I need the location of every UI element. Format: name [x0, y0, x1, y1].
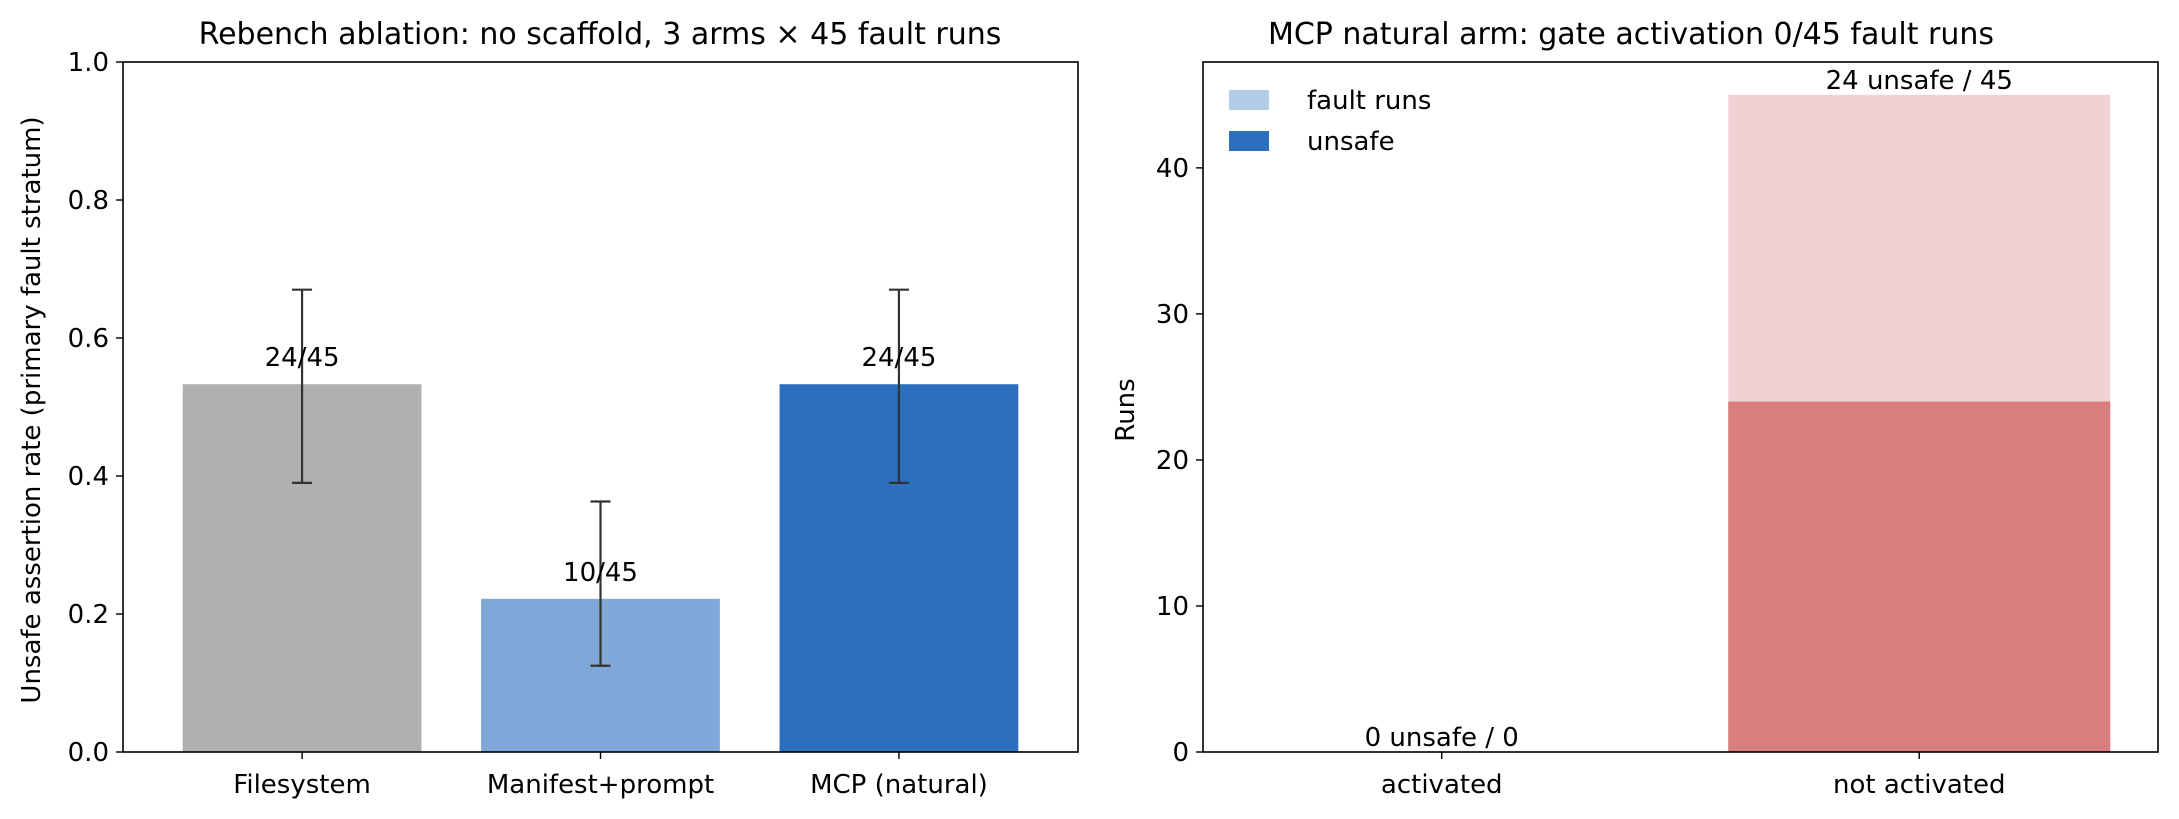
gate-activation-chart-ylabel: Runs — [1111, 378, 1141, 441]
gate-activation-legend: fault runs unsafe — [1229, 86, 1431, 157]
ablation-error-bars — [292, 288, 909, 667]
ablation-y-ticks: 0.0 0.2 0.4 0.6 0.8 1.0 — [68, 48, 123, 768]
y-tick-3: 30 — [1156, 300, 1189, 330]
legend-swatch-fault-runs — [1229, 90, 1269, 110]
y-tick-2: 20 — [1156, 446, 1189, 476]
y-tick-3: 0.6 — [68, 324, 109, 354]
y-tick-0: 0 — [1172, 738, 1189, 768]
ablation-plot-frame — [122, 61, 1079, 753]
bar-label-mcp-natural: 24/45 — [861, 343, 936, 373]
legend-swatch-unsafe — [1229, 131, 1269, 151]
ablation-x-ticks: Filesystem Manifest+prompt MCP (natural) — [233, 752, 988, 800]
gate-activation-plot-frame — [1202, 61, 2159, 753]
ablation-chart: Rebench ablation: no scaffold, 3 arms × … — [17, 17, 1079, 800]
ablation-chart-title: Rebench ablation: no scaffold, 3 arms × … — [199, 17, 1002, 52]
ablation-chart-ylabel: Unsafe assertion rate (primary fault str… — [17, 116, 47, 703]
y-tick-4: 0.8 — [68, 186, 109, 216]
x-tick-manifest-prompt: Manifest+prompt — [487, 770, 714, 800]
y-tick-1: 10 — [1156, 592, 1189, 622]
gate-activation-bars — [1728, 94, 2111, 753]
y-tick-0: 0.0 — [68, 738, 109, 768]
legend-label-fault-runs: fault runs — [1307, 86, 1431, 116]
x-tick-filesystem: Filesystem — [233, 770, 371, 800]
gate-activation-y-ticks: 0 10 20 30 40 — [1156, 154, 1203, 768]
y-tick-2: 0.4 — [68, 462, 109, 492]
y-tick-1: 0.2 — [68, 600, 109, 630]
bar-unsafe-not-activated — [1728, 401, 2111, 752]
bar-label-activated: 0 unsafe / 0 — [1365, 723, 1519, 753]
x-tick-mcp-natural: MCP (natural) — [810, 770, 988, 800]
y-tick-5: 1.0 — [68, 48, 109, 78]
bar-label-filesystem: 24/45 — [265, 343, 340, 373]
gate-activation-bar-labels: 0 unsafe / 0 24 unsafe / 45 — [1365, 66, 2013, 753]
legend-label-unsafe: unsafe — [1307, 127, 1395, 157]
bar-label-manifest-prompt: 10/45 — [563, 558, 638, 588]
x-tick-not-activated: not activated — [1833, 770, 2006, 800]
gate-activation-chart-title: MCP natural arm: gate activation 0/45 fa… — [1268, 17, 1994, 52]
x-tick-activated: activated — [1381, 770, 1503, 800]
bar-label-not-activated: 24 unsafe / 45 — [1826, 66, 2013, 96]
y-tick-4: 40 — [1156, 154, 1189, 184]
gate-activation-chart: MCP natural arm: gate activation 0/45 fa… — [1111, 17, 2159, 800]
gate-activation-x-ticks: activated not activated — [1381, 752, 2006, 800]
ablation-bar-labels: 24/45 10/45 24/45 — [265, 343, 937, 588]
